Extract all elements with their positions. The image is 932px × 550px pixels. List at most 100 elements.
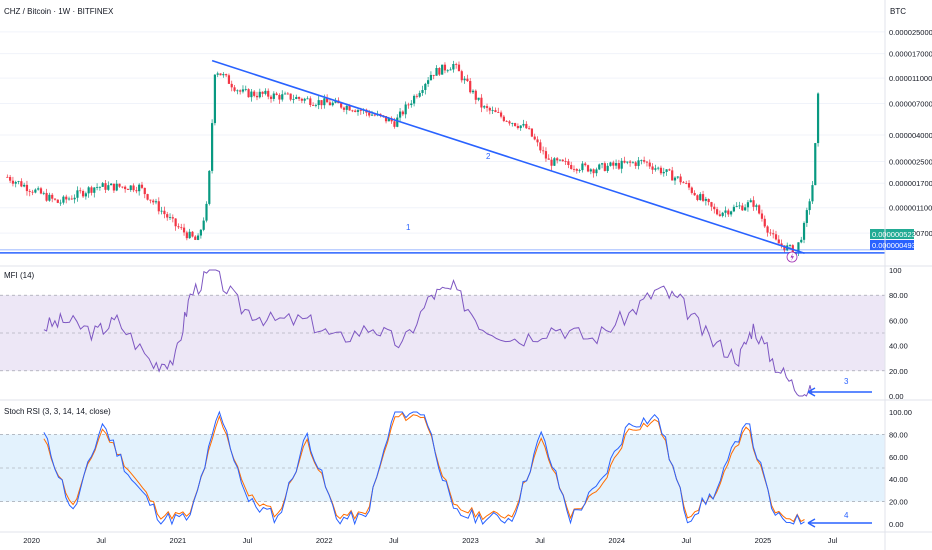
candle-body <box>51 194 54 199</box>
candle-body <box>567 161 570 165</box>
candle-body <box>174 218 177 227</box>
candle-body <box>79 190 82 192</box>
candle-body <box>460 71 463 81</box>
candle-body <box>239 90 242 92</box>
candle-body <box>763 218 766 227</box>
candle-body <box>572 168 576 170</box>
candle-body <box>342 107 346 110</box>
candle-body <box>410 103 413 106</box>
main-pane[interactable]: 1 2 CHZ / Bitcoin · 1W · BITFINEX BTC 0.… <box>0 7 932 263</box>
lightning-icon[interactable] <box>786 251 798 263</box>
candle-body <box>805 210 808 223</box>
symbol-title: CHZ / Bitcoin · 1W · BITFINEX <box>4 7 114 16</box>
candle-body <box>614 163 618 166</box>
candle-body <box>146 194 149 200</box>
candle-body <box>536 139 539 143</box>
candle-body <box>533 136 536 140</box>
mfi-axis[interactable]: 100 80.00 60.00 40.00 20.00 0.00 <box>889 266 908 401</box>
candle-body <box>98 186 101 188</box>
candle-body <box>140 184 144 188</box>
candle-body <box>225 74 228 76</box>
stoch-pane[interactable]: Stoch RSI (3, 3, 14, 14, close) 100.00 80… <box>0 407 912 529</box>
candle-body <box>230 83 233 88</box>
candle-body <box>598 164 601 170</box>
mfi-pane[interactable]: MFI (14) 100 80.00 60.00 40.00 20.00 0.00 3 <box>0 266 908 401</box>
candle-body <box>673 177 677 181</box>
time-tick-label: 2020 <box>23 536 40 545</box>
candle-body <box>724 210 727 213</box>
candle-body <box>502 116 505 121</box>
candle-body <box>281 94 284 100</box>
time-tick-label: Jul <box>828 536 838 545</box>
candle-body <box>211 123 214 171</box>
tick-label: 40.00 <box>889 475 908 484</box>
price-tick-label: 0.000011000 <box>889 74 932 83</box>
price-axis[interactable]: 0.000025000 0.000017000 0.000011000 0.00000… <box>889 28 932 238</box>
candle-body <box>157 201 160 212</box>
candle-body <box>586 165 590 172</box>
candle-body <box>9 177 12 181</box>
candle-body <box>31 191 34 193</box>
candle-body <box>783 245 786 251</box>
price-tick-label: 0.000001700 <box>889 179 932 188</box>
candle-body <box>20 181 23 187</box>
candle-body <box>331 102 334 106</box>
candle-body <box>415 95 419 97</box>
price-tick-label: 0.000025000 <box>889 28 932 37</box>
candle-body <box>488 107 491 111</box>
candle-body <box>253 91 256 96</box>
candle-body <box>261 91 264 94</box>
candle-body <box>84 193 87 197</box>
candle-body <box>216 73 219 75</box>
candle-body <box>516 125 519 129</box>
candle-body <box>497 112 500 113</box>
candle-body <box>297 97 301 99</box>
candle-body <box>505 120 508 122</box>
candle-body <box>292 98 295 100</box>
candle-body <box>449 69 452 71</box>
candle-body <box>166 214 169 218</box>
candle-body <box>314 105 318 106</box>
candle-body <box>606 165 609 171</box>
stoch-axis[interactable]: 100.00 80.00 60.00 40.00 20.00 0.00 <box>889 408 912 529</box>
trend-line[interactable] <box>211 59 805 254</box>
candle-body <box>575 169 578 171</box>
candle-body <box>528 128 531 130</box>
candle-body <box>519 125 522 129</box>
candle-body <box>407 104 410 106</box>
candle-body <box>816 93 820 144</box>
candle-body <box>676 176 679 178</box>
candle-body <box>345 105 348 110</box>
time-axis[interactable]: 2020 Jul 2021 Jul 2022 Jul 2023 Jul 2024 Jul 2025 J… <box>23 536 837 545</box>
candle-body <box>45 192 48 201</box>
candle-body <box>370 114 374 116</box>
candle-body <box>309 98 312 105</box>
price-tick-label: 0.000017000 <box>889 50 932 59</box>
candle-body <box>637 160 640 166</box>
candle-body <box>530 128 534 137</box>
candle-body <box>115 183 118 191</box>
candle-body <box>603 163 606 171</box>
candle-body <box>328 102 332 106</box>
candle-body <box>645 161 649 163</box>
candle-body <box>600 163 604 165</box>
candle-body <box>129 185 132 190</box>
candle-body <box>196 235 200 240</box>
candle-body <box>213 74 217 124</box>
candle-body <box>744 207 747 211</box>
candle-body <box>620 160 623 169</box>
candle-body <box>491 110 494 111</box>
candle-body <box>435 67 438 76</box>
candle-body <box>398 111 402 118</box>
candle-body <box>143 187 146 195</box>
candle-body <box>679 176 682 183</box>
annotation-3: 3 <box>844 377 849 386</box>
candle-body <box>317 100 320 106</box>
candle-body <box>70 198 73 200</box>
candle-body <box>356 110 360 112</box>
candle-body <box>37 188 40 190</box>
tick-label: 80.00 <box>889 291 908 300</box>
candle-body <box>48 194 51 201</box>
candle-body <box>101 183 104 187</box>
